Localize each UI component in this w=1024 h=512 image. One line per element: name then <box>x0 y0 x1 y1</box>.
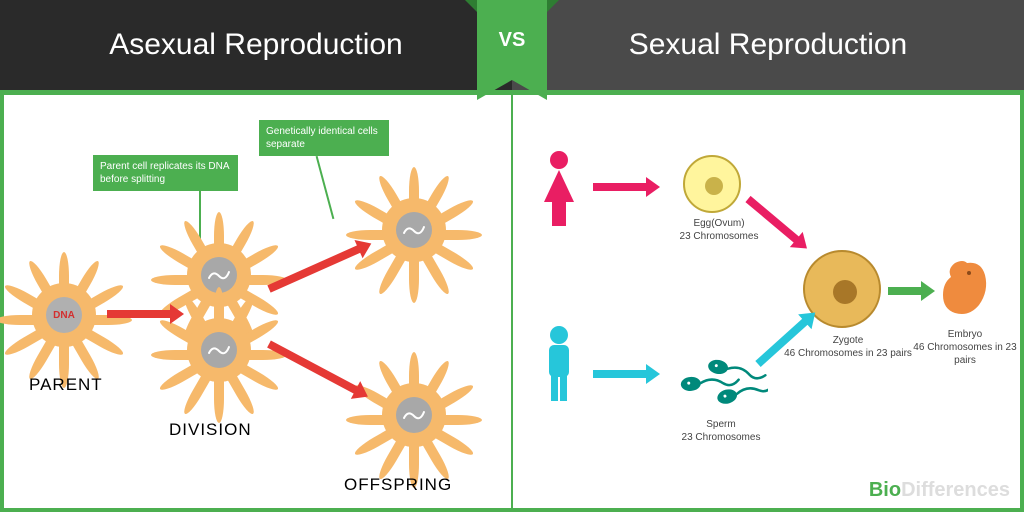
sperm-icon <box>678 350 768 425</box>
cell-icon <box>374 190 454 270</box>
small-label: Zygote46 Chromosomes in 23 pairs <box>783 334 913 360</box>
header-right-title: Sexual Reproduction <box>512 0 1024 90</box>
arrow-icon <box>888 287 923 295</box>
header-left-title: Asexual Reproduction <box>0 0 512 90</box>
watermark-prefix: Bio <box>869 479 901 501</box>
cell-icon <box>374 375 454 455</box>
vs-badge: VS <box>477 0 547 108</box>
watermark-suffix: Differences <box>901 479 1010 501</box>
vs-label: VS <box>477 0 547 80</box>
arrow-icon <box>107 310 172 318</box>
header: Asexual Reproduction Sexual Reproduction… <box>0 0 1024 90</box>
panel-asexual: Parent cell replicates its DNA before sp… <box>4 95 511 508</box>
dna-label: DNA <box>53 310 75 321</box>
callout: Genetically identical cells separate <box>259 120 389 156</box>
male-icon <box>538 325 580 408</box>
arrow-icon <box>267 245 362 293</box>
small-label: Sperm23 Chromosomes <box>681 418 761 444</box>
small-label: Egg(Ovum)23 Chromosomes <box>679 217 759 243</box>
female-icon <box>538 150 580 233</box>
egg-icon <box>683 155 741 213</box>
stage-label: OFFSPRING <box>344 475 452 495</box>
panel-sexual: BioDifferences Egg(Ovum)23 Chromosomes Sp… <box>513 95 1020 508</box>
stage-label: DIVISION <box>169 420 252 440</box>
arrow-icon <box>593 183 648 191</box>
cell-icon <box>179 310 259 390</box>
watermark: BioDifferences <box>869 479 1010 502</box>
arrow-icon <box>593 370 648 378</box>
small-label: Embryo46 Chromosomes in 23 pairs <box>905 328 1024 367</box>
cell-icon: DNA <box>24 275 104 355</box>
content: Parent cell replicates its DNA before sp… <box>4 95 1020 508</box>
embryo-icon <box>933 255 993 325</box>
stage-label: PARENT <box>29 375 103 395</box>
arrow-icon <box>267 340 359 394</box>
callout: Parent cell replicates its DNA before sp… <box>93 155 238 191</box>
